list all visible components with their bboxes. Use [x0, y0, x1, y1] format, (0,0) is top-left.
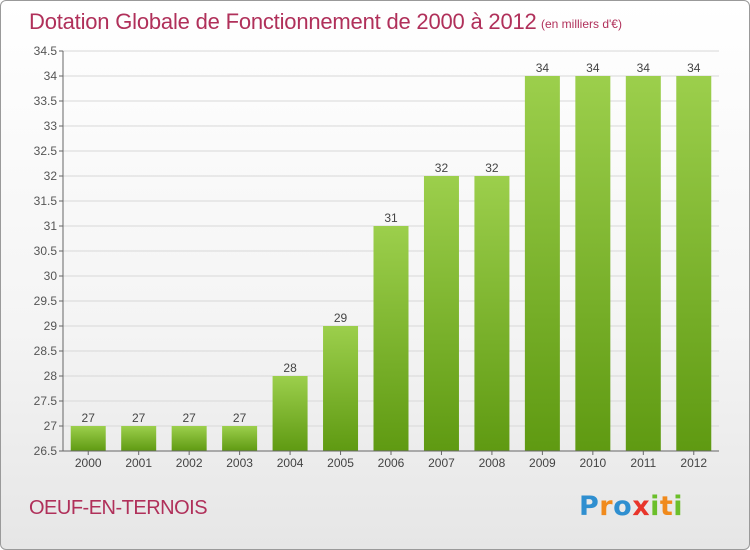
- x-tick-label: 2005: [327, 456, 354, 470]
- bar: [222, 426, 258, 451]
- chart-title: Dotation Globale de Fonctionnement de 20…: [29, 9, 537, 34]
- bar-value-label: 34: [536, 61, 550, 75]
- x-tick-label: 2004: [277, 456, 304, 470]
- logo-letter: P: [579, 491, 600, 522]
- logo-letter: x: [632, 491, 651, 522]
- x-tick-label: 2001: [125, 456, 152, 470]
- bar-value-label: 32: [435, 161, 449, 175]
- bar-value-label: 29: [334, 311, 348, 325]
- y-axis: 26.5 27 27.5 28 28.5 29 29.5 30 30.5 31 31.5 32 32.5…: [34, 44, 64, 458]
- bar-value-label: 27: [233, 411, 247, 425]
- bars: 27 27 27 27 28 29 31 32 32 34 34 34 34: [70, 61, 712, 451]
- y-tick-label: 34.5: [34, 44, 58, 58]
- bar: [373, 226, 409, 451]
- y-tick-label: 31.5: [34, 194, 58, 208]
- x-tick-label: 2009: [529, 456, 556, 470]
- x-tick-label: 2007: [428, 456, 455, 470]
- logo-letter: i: [650, 491, 660, 522]
- bar: [423, 176, 459, 451]
- bar: [676, 76, 712, 451]
- x-tick-label: 2003: [226, 456, 253, 470]
- bar-value-label: 27: [132, 411, 146, 425]
- bar: [474, 176, 510, 451]
- x-tick-label: 2002: [176, 456, 203, 470]
- y-tick-label: 30: [44, 269, 58, 283]
- bar-value-label: 28: [283, 361, 297, 375]
- bar-value-label: 32: [485, 161, 499, 175]
- bar-value-label: 27: [182, 411, 196, 425]
- y-tick-label: 27.5: [34, 394, 58, 408]
- x-axis: 2000 2001 2002 2003 2004 2005 2006 2007 2008 2009…: [63, 450, 719, 470]
- y-tick-label: 32.5: [34, 144, 58, 158]
- y-tick-label: 26.5: [34, 444, 58, 458]
- logo-letter: o: [613, 491, 633, 522]
- proxiti-logo: Proxiti: [579, 491, 683, 522]
- x-tick-label: 2012: [680, 456, 707, 470]
- logo-letter: r: [599, 491, 614, 522]
- chart-unit: (en milliers d'€): [541, 17, 622, 31]
- bar-value-label: 34: [687, 61, 701, 75]
- bar-value-label: 34: [637, 61, 651, 75]
- bar: [171, 426, 207, 451]
- y-tick-label: 33: [44, 119, 58, 133]
- x-tick-label: 2000: [75, 456, 102, 470]
- y-tick-label: 29: [44, 319, 58, 333]
- bar: [323, 326, 359, 451]
- bar-value-label: 31: [384, 211, 398, 225]
- bar: [70, 426, 106, 451]
- y-tick-label: 30.5: [34, 244, 58, 258]
- x-tick-label: 2008: [479, 456, 506, 470]
- x-tick-label: 2006: [378, 456, 405, 470]
- y-tick-label: 31: [44, 219, 58, 233]
- x-tick-label: 2011: [630, 456, 656, 470]
- logo-letter: i: [673, 491, 684, 522]
- y-tick-label: 28: [44, 369, 58, 383]
- bar: [625, 76, 661, 451]
- y-tick-label: 34: [44, 69, 58, 83]
- bar: [524, 76, 560, 451]
- y-tick-label: 32: [44, 169, 58, 183]
- y-tick-label: 28.5: [34, 344, 58, 358]
- x-tick-label: 2010: [579, 456, 606, 470]
- bar: [121, 426, 157, 451]
- y-tick-label: 29.5: [34, 294, 58, 308]
- bar: [272, 376, 308, 451]
- logo-letter: t: [659, 491, 674, 522]
- y-tick-label: 27: [44, 419, 58, 433]
- commune-name: OEUF-EN-TERNOIS: [29, 497, 208, 519]
- y-tick-label: 33.5: [34, 94, 58, 108]
- bar-value-label: 27: [82, 411, 96, 425]
- bar-value-label: 34: [586, 61, 600, 75]
- bar: [575, 76, 611, 451]
